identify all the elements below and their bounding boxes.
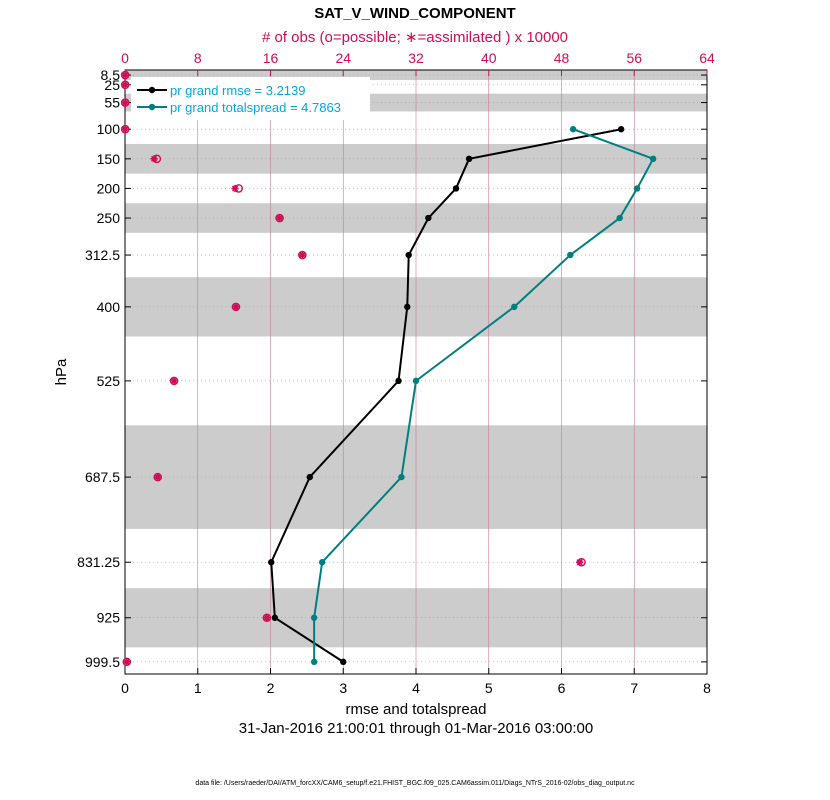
obs-assimilated-marker — [263, 614, 271, 622]
obs-assimilated-marker — [121, 81, 129, 89]
x-tick-label: 4 — [412, 680, 420, 696]
y-tick-label: 831.25 — [77, 554, 120, 570]
y-tick-label: 55 — [104, 95, 120, 111]
rmse-point — [340, 658, 347, 666]
x-axis-label: rmse and totalspread — [346, 701, 487, 718]
top-tick-label: 56 — [626, 50, 642, 66]
y-tick-label: 312.5 — [85, 247, 120, 263]
obs-assimilated-marker — [154, 473, 162, 481]
obs-assimilated-marker — [232, 303, 240, 311]
obs-assimilated-marker — [121, 71, 129, 79]
top-tick-label: 40 — [481, 50, 497, 66]
top-tick-label: 32 — [408, 50, 424, 66]
obs-assimilated-marker — [121, 98, 129, 107]
y-tick-label: 999.5 — [85, 654, 120, 670]
series-lines — [268, 126, 657, 666]
obs-assimilated-marker — [576, 558, 584, 566]
obs-assimilated-marker — [150, 155, 158, 163]
top-tick-label: 0 — [121, 50, 129, 66]
top-tick-label: 8 — [194, 50, 202, 66]
totalspread-point — [633, 185, 641, 192]
obs-markers — [120, 70, 586, 667]
y-tick-label: 8.5 — [101, 67, 121, 83]
y-tick-label: 150 — [97, 151, 121, 167]
legend-box — [131, 77, 370, 120]
y-tick-label: 250 — [97, 210, 121, 226]
rmse-point — [617, 126, 625, 133]
totalspread-point — [412, 377, 420, 385]
x-tick-label: 3 — [339, 680, 347, 696]
top-tick-label: 24 — [335, 50, 351, 66]
top-axis: 0 8 16 24 32 40 48 56 64 — [121, 50, 715, 76]
y-tick-label: 687.5 — [85, 469, 120, 485]
obs-assimilated-marker — [275, 214, 284, 222]
legend-spread-label: pr grand totalspread = 4.7863 — [170, 100, 341, 115]
y-axis-label: hPa — [53, 358, 70, 385]
rmse-point — [425, 214, 432, 222]
rmse-point — [465, 155, 473, 163]
rmse-point — [271, 614, 279, 621]
x-tick-label: 2 — [267, 680, 275, 696]
grid-lines — [125, 70, 707, 674]
x-tick-label: 8 — [703, 680, 711, 696]
totalspread-point — [310, 614, 318, 621]
x-tick-label: 6 — [558, 680, 566, 696]
footer-data-file: data file: /Users/raeder/DAI/ATM_forcXX/… — [195, 780, 635, 787]
chart-title: SAT_V_WIND_COMPONENT — [314, 5, 515, 22]
totalspread-point — [649, 155, 657, 163]
x-tick-label: 0 — [121, 680, 129, 696]
y-tick-label: 25 — [104, 77, 120, 93]
totalspread-point — [398, 473, 405, 481]
rmse-point — [306, 473, 313, 481]
totalspread-point — [511, 303, 518, 311]
rmse-point — [405, 251, 412, 259]
totalspread-point — [310, 658, 318, 666]
x-tick-label: 5 — [485, 680, 493, 696]
y-tick-label: 925 — [97, 610, 121, 626]
obs-assimilated-marker — [123, 658, 131, 666]
legend-rmse-marker — [148, 86, 156, 94]
rmse-point — [268, 559, 275, 566]
legend: pr grand rmse = 3.2139 pr grand totalspr… — [131, 77, 370, 120]
top-tick-label: 48 — [554, 50, 570, 66]
y-tick-label: 525 — [97, 373, 121, 389]
rmse-point — [452, 185, 460, 192]
obs-assimilated-marker — [121, 125, 129, 133]
obs-assimilated-marker — [170, 377, 178, 385]
top-axis-label: # of obs (o=possible; ∗=assimilated ) x … — [262, 29, 568, 46]
legend-spread-marker — [148, 103, 156, 111]
obs-assimilated-marker — [298, 251, 306, 259]
y-tick-label: 100 — [97, 121, 121, 137]
x-tick-label: 7 — [630, 680, 638, 696]
totalspread-point — [616, 214, 623, 222]
date-range-label: 31-Jan-2016 21:00:01 through 01-Mar-2016… — [239, 720, 593, 737]
totalspread-point — [318, 559, 326, 566]
legend-rmse-label: pr grand rmse = 3.2139 — [170, 83, 306, 98]
x-axis: 0 1 2 3 4 5 6 7 8 — [121, 668, 711, 696]
y-tick-label: 200 — [97, 180, 121, 196]
x-tick-label: 1 — [194, 680, 202, 696]
totalspread-point — [569, 126, 577, 133]
y-tick-label: 400 — [97, 299, 121, 315]
rmse-point — [395, 377, 402, 385]
rmse-point — [404, 303, 411, 311]
obs-assimilated-marker — [231, 184, 239, 193]
top-tick-label: 16 — [263, 50, 279, 66]
totalspread-point — [567, 251, 574, 259]
y-axis: 8.525 55 100 150 200 250 312.5 400 525 687.5 831.2… — [77, 67, 707, 670]
top-tick-label: 64 — [699, 50, 715, 66]
